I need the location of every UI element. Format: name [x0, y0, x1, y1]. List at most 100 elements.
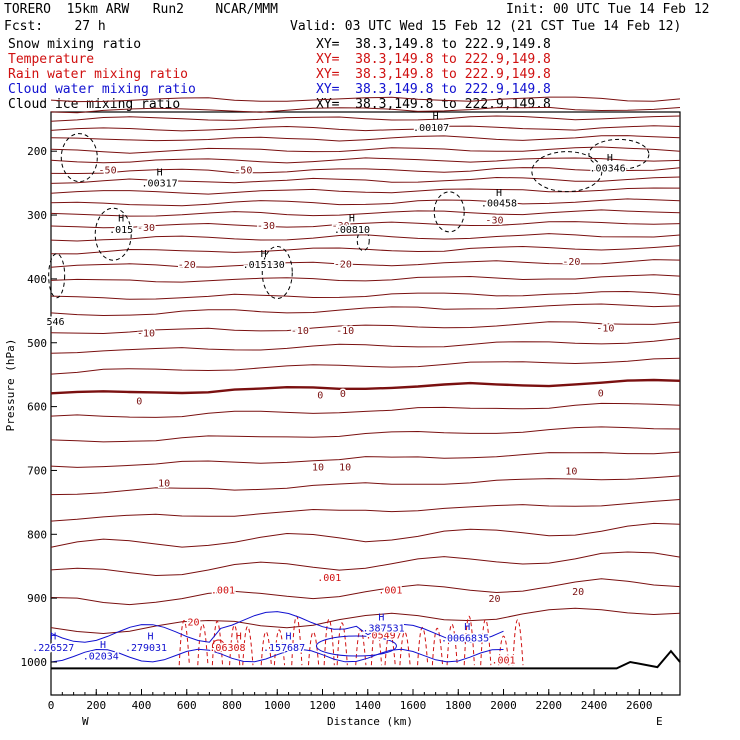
cloud-water-contour	[50, 648, 504, 663]
rain-contour	[480, 619, 492, 666]
y-tick-label: 600	[27, 401, 47, 414]
x-tick-label: 2200	[536, 699, 563, 712]
rain-contour	[323, 618, 335, 666]
snow-contour	[48, 253, 66, 299]
snow-contour	[356, 230, 370, 252]
isotherm-line	[50, 106, 681, 114]
maximum-H-marker: H	[118, 213, 124, 224]
isotherm-line	[50, 125, 681, 132]
isotherm-label: -20	[178, 260, 196, 271]
isotherm-label: 10	[565, 466, 577, 477]
isotherm-line	[50, 274, 681, 283]
cloud-water-label: .02034	[83, 651, 119, 662]
rain-contour	[512, 619, 524, 666]
temperature-contours	[50, 96, 681, 635]
field-name-cloud-water: Cloud water mixing ratio	[8, 82, 196, 97]
maximum-H-marker: H	[157, 167, 163, 178]
snow-contour	[433, 191, 465, 233]
rain-contour	[211, 639, 225, 653]
y-axis-label: Pressure (hPa)	[4, 339, 17, 432]
rain-label: .001	[491, 655, 515, 666]
isotherm-line	[50, 426, 681, 443]
x-tick-label: 2400	[581, 699, 608, 712]
maximum-H-marker: H	[349, 213, 355, 224]
isotherm-line	[50, 607, 681, 635]
isotherm-label: -30	[332, 221, 350, 232]
isotherm-line	[50, 233, 681, 242]
maximum-H-marker: H	[378, 612, 384, 623]
forecast-hour: Fcst: 27 h	[4, 19, 106, 34]
x-tick-label: 0	[48, 699, 55, 712]
x-tick-label: 400	[132, 699, 152, 712]
field-xy-cloud-water: XY= 38.3,149.8 to 222.9,149.8	[316, 82, 551, 97]
isotherm-line	[50, 221, 681, 229]
cloud-water-contour	[315, 635, 397, 657]
isotherm-label: -10	[336, 326, 354, 337]
isotherm-line	[50, 551, 681, 577]
isotherm-line	[50, 578, 681, 606]
rain-contour	[197, 624, 209, 666]
isotherm-line	[50, 135, 681, 142]
cloud-water-label: .226527	[32, 643, 74, 654]
terrain-line	[51, 649, 681, 670]
axes: 0 200 400 600 800 1000 1200 1400 1600 1800 2000 220…	[21, 145, 663, 712]
snow-contour	[588, 138, 650, 170]
x-tick-label: 1200	[309, 699, 336, 712]
maximum-H-marker: H	[148, 632, 154, 643]
isotherm-label: 20	[572, 587, 584, 598]
y-tick-label: 300	[27, 209, 47, 222]
isotherm-label: -30	[257, 221, 275, 232]
field-xy-rain: XY= 38.3,149.8 to 222.9,149.8	[316, 67, 551, 82]
snow-max-label: .00458	[481, 199, 517, 210]
isotherm-label: 0	[598, 388, 604, 399]
isotherm-line	[50, 115, 681, 122]
maximum-H-marker: H	[50, 632, 56, 643]
field-name-rain: Rain water mixing ratio	[8, 67, 189, 82]
maximum-H-marker: H	[100, 640, 106, 651]
snow-max-label: .015130	[243, 260, 285, 271]
isotherm-label: 0	[340, 389, 346, 400]
snow-max-label: .00810	[334, 225, 370, 236]
snow-max-label: .00317	[142, 178, 178, 189]
cloud-water-label: .279031	[125, 643, 167, 654]
isotherm-label: -30	[137, 223, 155, 234]
y-tick-label: 1000	[21, 656, 48, 669]
x-tick-label: 200	[86, 699, 106, 712]
isotherm-line	[50, 337, 681, 354]
x-tick-label: 1600	[400, 699, 427, 712]
isotherm-line	[50, 176, 681, 184]
isotherm-line	[50, 259, 681, 268]
rain-label: .001	[317, 573, 341, 584]
y-tick-label: 900	[27, 592, 47, 605]
x-tick-label: 1800	[445, 699, 472, 712]
snow-contour	[261, 246, 293, 300]
rain-contour	[417, 627, 429, 666]
isotherm-label: -30	[485, 215, 503, 226]
model-title: TORERO 15km ARW Run2 NCAR/MMM	[4, 2, 278, 17]
isotherm-line	[50, 209, 681, 217]
x-tick-label: 2000	[490, 699, 517, 712]
field-xy-snow: XY= 38.3,149.8 to 222.9,149.8	[316, 37, 551, 52]
init-time: Init: 00 UTC Tue 14 Feb 12	[506, 2, 710, 17]
isotherm-line	[50, 321, 681, 335]
rain-contour	[384, 631, 396, 666]
x-tick-label: 2600	[626, 699, 653, 712]
maximum-H-marker: H	[496, 188, 502, 199]
isotherm-label: 10	[339, 462, 351, 473]
isotherm-line	[50, 522, 681, 548]
valid-time: Valid: 03 UTC Wed 15 Feb 12 (21 CST Tue …	[290, 19, 682, 34]
isotherm-line	[50, 96, 681, 103]
isotherm-label: -20	[334, 259, 352, 270]
snow-max-label: .00107	[413, 123, 449, 134]
snow-max-label: 546	[46, 317, 64, 328]
maximum-H-marker: H	[433, 111, 439, 122]
x-axis-label: Distance (km)	[327, 715, 413, 728]
isotherm-line	[50, 303, 681, 317]
cloud-water-label: .157687	[263, 643, 305, 654]
isotherm-label: 10	[312, 462, 324, 473]
x-tick-label: 1400	[355, 699, 382, 712]
isotherm-label: -10	[291, 326, 309, 337]
y-tick-label: 800	[27, 528, 47, 541]
rain-label: .05497	[366, 630, 402, 641]
cloud-water-contour	[50, 611, 504, 643]
